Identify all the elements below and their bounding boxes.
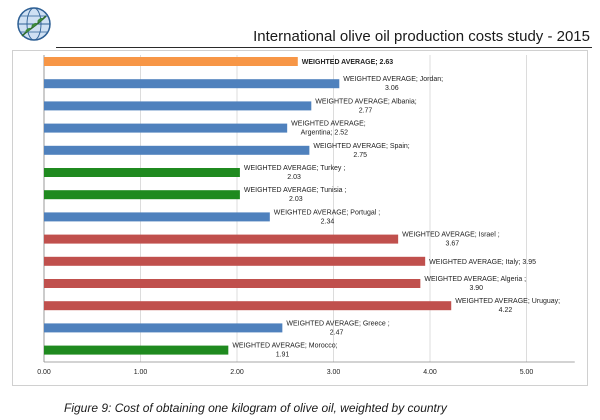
bar-data-label: WEIGHTED AVERAGE; Algeria ; 3.90 bbox=[424, 276, 526, 292]
bar-data-label: WEIGHTED AVERAGE; Argentina; 2.52 bbox=[291, 121, 366, 137]
bar bbox=[44, 123, 288, 133]
report-title: International olive oil production costs… bbox=[253, 28, 590, 45]
bar-data-label-line: Argentina; 2.52 bbox=[301, 130, 349, 137]
bar-data-label-line: WEIGHTED AVERAGE; Italy; 3.95 bbox=[429, 259, 536, 266]
report-header: International olive oil production costs… bbox=[0, 0, 600, 58]
bar-data-label: WEIGHTED AVERAGE; Uruguay; 4.22 bbox=[455, 298, 560, 314]
bar bbox=[44, 345, 229, 355]
globe-olive-branch-icon bbox=[17, 7, 51, 41]
bar-data-label-line: WEIGHTED AVERAGE; bbox=[291, 121, 366, 128]
bar-data-label: WEIGHTED AVERAGE; Italy; 3.95 bbox=[429, 259, 536, 266]
bar-data-label: WEIGHTED AVERAGE; 2.63 bbox=[302, 59, 394, 66]
bar bbox=[44, 279, 421, 288]
bar-data-label-line: WEIGHTED AVERAGE; Greece ; bbox=[286, 320, 389, 327]
bar-data-label-line: WEIGHTED AVERAGE; Tunisia ; bbox=[244, 187, 347, 194]
bar-data-label-line: 3.90 bbox=[469, 285, 483, 292]
bar-data-label-line: 3.67 bbox=[446, 241, 460, 248]
header-divider bbox=[56, 47, 592, 48]
bar bbox=[44, 234, 399, 244]
x-tick-label: 5.00 bbox=[520, 369, 534, 376]
bar bbox=[44, 256, 426, 266]
bar-data-label-line: 3.06 bbox=[385, 85, 399, 92]
bar-data-label-line: WEIGHTED AVERAGE; Albania; bbox=[315, 98, 416, 105]
bar-data-label-line: WEIGHTED AVERAGE; Turkey ; bbox=[244, 165, 345, 172]
bar-data-label-line: WEIGHTED AVERAGE; Israel ; bbox=[402, 232, 500, 239]
bar bbox=[44, 145, 310, 155]
bar-data-label-line: 2.47 bbox=[330, 329, 344, 336]
bar-data-label: WEIGHTED AVERAGE; Portugal ; 2.34 bbox=[274, 209, 381, 225]
bar-chart: 0.00 1.00 2.00 3.00 4.00 5.00 WEIGHTED AVERAGE… bbox=[37, 55, 575, 376]
bar-data-label-line: 2.34 bbox=[321, 218, 335, 225]
x-tick-label: 3.00 bbox=[327, 369, 341, 376]
bar-data-label-line: WEIGHTED AVERAGE; Spain; bbox=[313, 143, 409, 150]
bar-data-label-line: 1.91 bbox=[276, 352, 290, 359]
bar-data-label: WEIGHTED AVERAGE; Turkey ; 2.03 bbox=[244, 165, 345, 181]
bar-data-label-line: WEIGHTED AVERAGE; Uruguay; bbox=[455, 298, 560, 305]
bar-data-label: WEIGHTED AVERAGE; Tunisia ; 2.03 bbox=[244, 187, 347, 203]
bar bbox=[44, 323, 283, 333]
x-tick-label: 1.00 bbox=[134, 369, 148, 376]
bar bbox=[44, 101, 312, 111]
bar-data-label: WEIGHTED AVERAGE; Greece ; 2.47 bbox=[286, 320, 389, 336]
bar-data-label-line: 2.75 bbox=[353, 152, 367, 159]
bar-data-label: WEIGHTED AVERAGE; Morocco; 1.91 bbox=[232, 343, 337, 359]
bar bbox=[44, 79, 340, 89]
bar-data-label-line: WEIGHTED AVERAGE; 2.63 bbox=[302, 59, 394, 66]
bar-data-label-line: 2.03 bbox=[289, 196, 303, 203]
figure-caption: Figure 9: Cost of obtaining one kilogram… bbox=[64, 401, 447, 415]
bar-data-label-line: WEIGHTED AVERAGE; Portugal ; bbox=[274, 209, 381, 216]
bar-data-label-line: 2.03 bbox=[287, 174, 301, 181]
chart-frame: 0.00 1.00 2.00 3.00 4.00 5.00 WEIGHTED AVERAGE… bbox=[12, 50, 588, 386]
bar bbox=[44, 168, 240, 177]
bar-data-label: WEIGHTED AVERAGE; Albania; 2.77 bbox=[315, 98, 416, 114]
bar bbox=[44, 57, 298, 66]
bar-data-label: WEIGHTED AVERAGE; Spain; 2.75 bbox=[313, 143, 409, 159]
bar-data-label-line: WEIGHTED AVERAGE; Algeria ; bbox=[424, 276, 526, 283]
bar bbox=[44, 212, 270, 222]
x-tick-label: 2.00 bbox=[230, 369, 244, 376]
bar-data-label: WEIGHTED AVERAGE; Israel ; 3.67 bbox=[402, 232, 500, 248]
bar-data-label: WEIGHTED AVERAGE; Jordan; 3.06 bbox=[343, 76, 443, 92]
x-tick-label: 0.00 bbox=[37, 369, 51, 376]
bar-data-label-line: WEIGHTED AVERAGE; Jordan; bbox=[343, 76, 443, 83]
bar bbox=[44, 190, 240, 200]
bar-data-label-line: WEIGHTED AVERAGE; Morocco; bbox=[232, 343, 337, 350]
bar bbox=[44, 301, 452, 311]
bar-data-label-line: 2.77 bbox=[359, 107, 373, 114]
x-tick-label: 4.00 bbox=[423, 369, 437, 376]
bar-data-label-line: 4.22 bbox=[499, 307, 513, 314]
